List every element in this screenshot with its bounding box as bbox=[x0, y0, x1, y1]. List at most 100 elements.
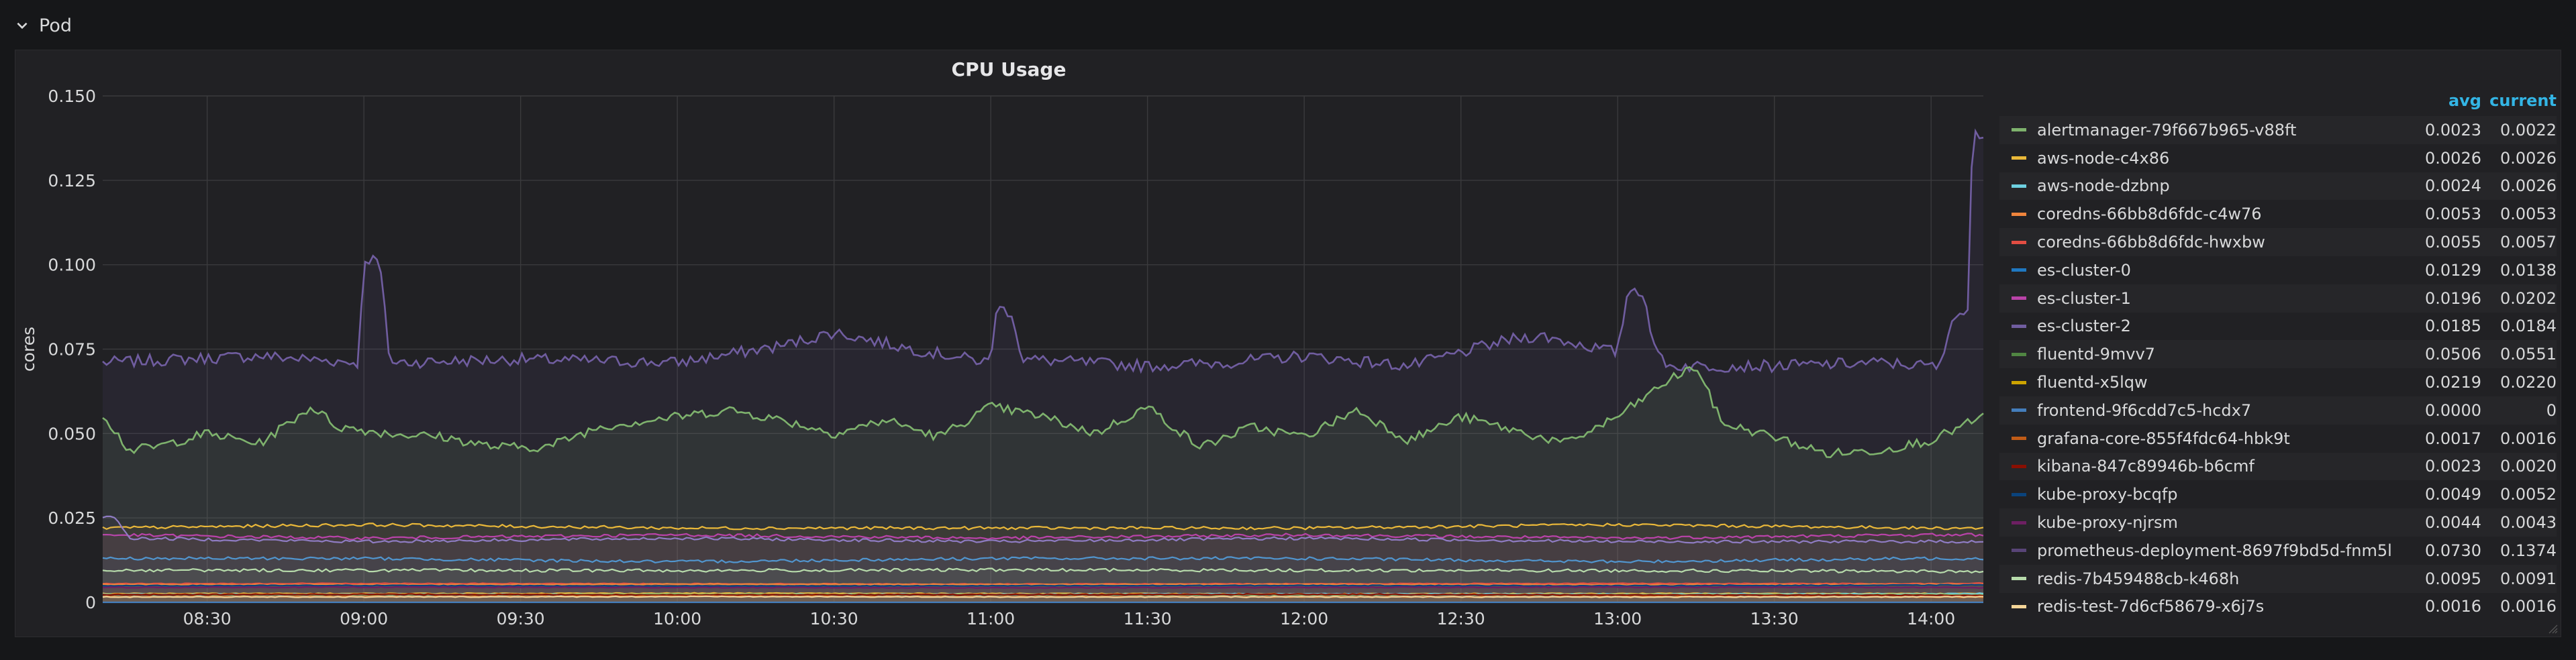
series-color-swatch[interactable] bbox=[2012, 268, 2026, 272]
y-axis-label: cores bbox=[19, 327, 38, 372]
legend-item[interactable]: frontend-9f6cdd7c5-hcdx7 0.0000 0 bbox=[1999, 396, 2557, 425]
legend-item[interactable]: es-cluster-1 0.0196 0.0202 bbox=[1999, 284, 2557, 313]
legend-item[interactable]: fluentd-9mvv7 0.0506 0.0551 bbox=[1999, 340, 2557, 369]
legend-item-avg: 0.0049 bbox=[2425, 485, 2481, 504]
x-tick-label: 11:00 bbox=[967, 609, 1015, 628]
legend-item[interactable]: coredns-66bb8d6fdc-hwxbw 0.0055 0.0057 bbox=[1999, 228, 2557, 256]
panel-title[interactable]: CPU Usage bbox=[951, 58, 1067, 80]
legend-header: avg current bbox=[1999, 85, 2557, 116]
series-color-swatch[interactable] bbox=[2012, 577, 2026, 581]
series-line[interactable] bbox=[102, 522, 1984, 531]
legend-item[interactable]: redis-7b459488cb-k468h 0.0095 0.0091 bbox=[1999, 564, 2557, 593]
cpu-usage-panel: CPU Usage 0 0.025 0.050 0.075 0.100 0.125 0.15… bbox=[15, 50, 2561, 637]
legend-item-current: 0.0057 bbox=[2500, 233, 2557, 252]
legend-item-name[interactable]: coredns-66bb8d6fdc-c4w76 bbox=[2037, 205, 2262, 224]
series-line[interactable] bbox=[102, 515, 1984, 544]
series-color-swatch[interactable] bbox=[2012, 492, 2026, 496]
x-tick-label: 13:30 bbox=[1750, 609, 1799, 628]
legend-item-name[interactable]: fluentd-x5lqw bbox=[2037, 373, 2148, 392]
legend-item[interactable]: alertmanager-79f667b965-v88ft 0.0023 0.002… bbox=[1999, 116, 2557, 144]
legend-item[interactable]: kube-proxy-njrsm 0.0044 0.0043 bbox=[1999, 508, 2557, 537]
series-color-swatch[interactable] bbox=[2012, 604, 2026, 608]
legend-item-name[interactable]: grafana-core-855f4fdc64-hbk9t bbox=[2037, 429, 2290, 448]
series-line[interactable] bbox=[102, 592, 1983, 596]
series-line[interactable] bbox=[102, 366, 1984, 459]
legend-item-name[interactable]: redis-7b459488cb-k468h bbox=[2037, 569, 2240, 588]
legend-item[interactable]: fluentd-x5lqw 0.0219 0.0220 bbox=[1999, 368, 2557, 396]
legend-item-current: 0.0016 bbox=[2500, 597, 2557, 616]
chevron-down-icon[interactable] bbox=[15, 18, 30, 33]
legend-item-name[interactable]: frontend-9f6cdd7c5-hcdx7 bbox=[2037, 400, 2252, 420]
series-line[interactable] bbox=[102, 593, 1984, 597]
y-tick-label: 0 bbox=[85, 593, 96, 612]
series-line[interactable] bbox=[102, 533, 1984, 541]
series-color-swatch[interactable] bbox=[2012, 212, 2026, 216]
legend-item[interactable]: es-cluster-0 0.0129 0.0138 bbox=[1999, 256, 2557, 284]
series-line[interactable] bbox=[102, 595, 1984, 598]
series-color-swatch[interactable] bbox=[2012, 156, 2026, 160]
legend-item[interactable]: prometheus-deployment-8697f9bd5d-fnm5l 0.… bbox=[1999, 537, 2557, 565]
series-area bbox=[103, 596, 1983, 602]
legend-item-name[interactable]: kibana-847c89946b-b6cmf bbox=[2037, 457, 2255, 476]
legend-item[interactable]: redis-test-7d6cf58679-x6j7s 0.0016 0.0016 bbox=[1999, 593, 2557, 621]
legend-item-name[interactable]: es-cluster-1 bbox=[2037, 288, 2131, 308]
legend-item-avg: 0.0196 bbox=[2425, 288, 2481, 308]
legend-item-name[interactable]: es-cluster-2 bbox=[2037, 317, 2131, 336]
x-tick-label: 09:00 bbox=[340, 609, 388, 628]
series-color-swatch[interactable] bbox=[2012, 184, 2026, 188]
series-color-swatch[interactable] bbox=[2012, 549, 2026, 553]
legend-item-avg: 0.0017 bbox=[2425, 429, 2481, 448]
series-color-swatch[interactable] bbox=[2012, 464, 2026, 468]
x-tick-label: 13:00 bbox=[1593, 609, 1642, 628]
series-color-swatch[interactable] bbox=[2012, 296, 2026, 300]
series-line[interactable] bbox=[102, 567, 1984, 574]
legend-item-current: 0.0184 bbox=[2500, 317, 2557, 336]
x-tick-label: 10:00 bbox=[653, 609, 701, 628]
legend-item-avg: 0.0219 bbox=[2425, 373, 2481, 392]
series-line[interactable] bbox=[102, 586, 1984, 590]
series-color-swatch[interactable] bbox=[2012, 324, 2026, 328]
series-color-swatch[interactable] bbox=[2012, 437, 2026, 441]
legend-header-avg[interactable]: avg bbox=[2448, 91, 2481, 110]
legend-item-current: 0.0551 bbox=[2500, 345, 2557, 364]
legend-item[interactable]: aws-node-c4x86 0.0026 0.0026 bbox=[1999, 144, 2557, 172]
legend-item-name[interactable]: redis-test-7d6cf58679-x6j7s bbox=[2037, 597, 2265, 616]
legend-item-name[interactable]: prometheus-deployment-8697f9bd5d-fnm5l bbox=[2037, 541, 2392, 560]
legend-item-avg: 0.0730 bbox=[2425, 541, 2481, 560]
legend-item-name[interactable]: es-cluster-0 bbox=[2037, 260, 2131, 280]
series-line[interactable] bbox=[102, 128, 1984, 374]
legend-item-name[interactable]: coredns-66bb8d6fdc-hwxbw bbox=[2037, 233, 2265, 252]
legend-item-current: 0.0202 bbox=[2500, 288, 2557, 308]
series-color-swatch[interactable] bbox=[2012, 352, 2026, 356]
legend-item-name[interactable]: alertmanager-79f667b965-v88ft bbox=[2037, 120, 2297, 140]
legend-item-avg: 0.0000 bbox=[2425, 400, 2481, 420]
legend-item-avg: 0.0053 bbox=[2425, 205, 2481, 224]
legend-header-current[interactable]: current bbox=[2489, 91, 2557, 110]
series-color-swatch[interactable] bbox=[2012, 240, 2026, 244]
series-color-swatch[interactable] bbox=[2012, 520, 2026, 525]
panel-resize-handle[interactable] bbox=[2547, 623, 2558, 634]
legend-item-current: 0 bbox=[2546, 400, 2557, 420]
series-color-swatch[interactable] bbox=[2012, 128, 2026, 132]
series-line[interactable] bbox=[102, 584, 1984, 588]
series-color-swatch[interactable] bbox=[2012, 408, 2026, 412]
legend-item-name[interactable]: kube-proxy-bcqfp bbox=[2037, 485, 2178, 504]
legend-item[interactable]: es-cluster-2 0.0185 0.0184 bbox=[1999, 313, 2557, 341]
legend-item[interactable]: aws-node-dzbnp 0.0024 0.0026 bbox=[1999, 172, 2557, 201]
legend-item-name[interactable]: aws-node-dzbnp bbox=[2037, 176, 2170, 196]
legend-item[interactable]: coredns-66bb8d6fdc-c4w76 0.0053 0.0053 bbox=[1999, 200, 2557, 228]
x-tick-label: 14:00 bbox=[1907, 609, 1955, 628]
series-color-swatch[interactable] bbox=[2012, 380, 2026, 384]
row-header-pod[interactable]: Pod bbox=[15, 12, 72, 39]
legend-item[interactable]: grafana-core-855f4fdc64-hbk9t 0.0017 0.001… bbox=[1999, 425, 2557, 453]
y-tick-label: 0.050 bbox=[48, 424, 96, 443]
legend-item[interactable]: kibana-847c89946b-b6cmf 0.0023 0.0020 bbox=[1999, 452, 2557, 481]
legend-item-name[interactable]: fluentd-9mvv7 bbox=[2037, 345, 2155, 364]
series-area bbox=[103, 557, 1983, 602]
legend-item-name[interactable]: kube-proxy-njrsm bbox=[2037, 513, 2178, 533]
series-line[interactable] bbox=[102, 556, 1984, 564]
legend-item-name[interactable]: aws-node-c4x86 bbox=[2037, 148, 2170, 168]
legend-item[interactable]: kube-proxy-bcqfp 0.0049 0.0052 bbox=[1999, 480, 2557, 508]
cpu-usage-chart[interactable]: 0 0.025 0.050 0.075 0.100 0.125 0.150 08:30 09:0… bbox=[15, 50, 1999, 638]
y-tick-label: 0.125 bbox=[48, 171, 96, 190]
